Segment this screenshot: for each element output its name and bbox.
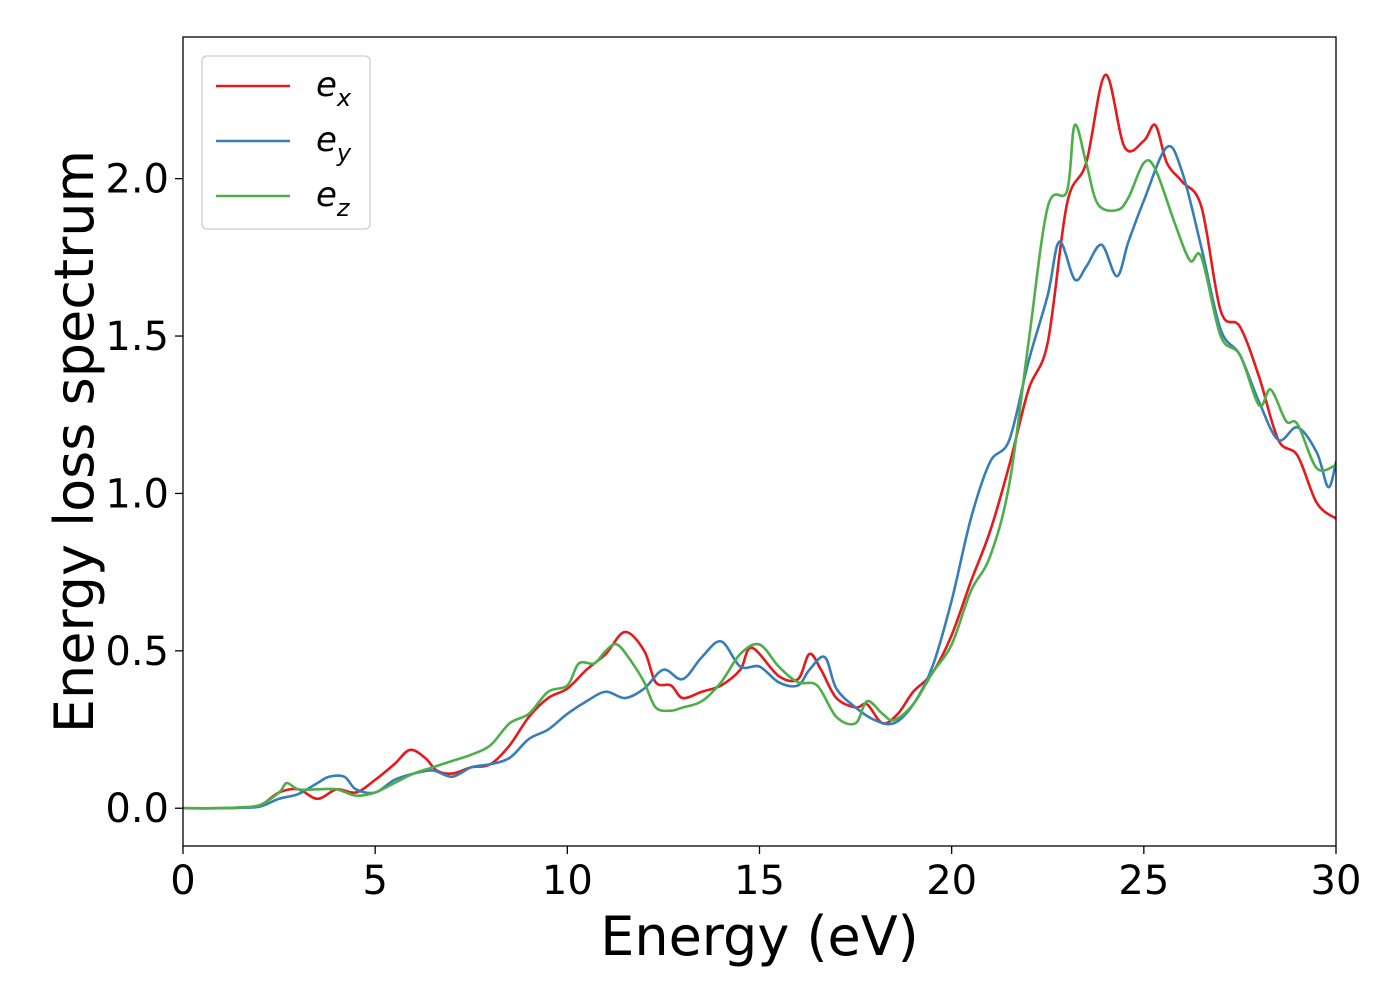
legend: ex ey ez [201, 55, 371, 230]
x-tick-label: 10 [542, 858, 593, 904]
y-tick-label: 0.5 [105, 629, 169, 675]
x-tick-label: 25 [1118, 858, 1169, 904]
y-axis: 0.0 0.5 1.0 1.5 2.0 [105, 157, 183, 832]
y-tick-label: 1.0 [105, 471, 169, 517]
legend-box [201, 55, 371, 230]
y-tick-label: 2.0 [105, 157, 169, 203]
x-tick-label: 5 [362, 858, 387, 904]
x-tick-label: 20 [926, 858, 977, 904]
y-tick-label: 0.0 [105, 786, 169, 832]
series-layer [183, 73, 1336, 810]
x-axis-title: Energy (eV) [600, 905, 919, 968]
series-line-y [183, 144, 1336, 810]
series-line-z [183, 123, 1336, 810]
x-tick-label: 30 [1311, 858, 1362, 904]
legend-label-x: ex [316, 65, 352, 112]
x-tick-label: 15 [734, 858, 785, 904]
x-tick-label: 0 [170, 858, 195, 904]
y-axis-title: Energy loss spectrum [43, 150, 106, 733]
legend-label-z: ez [316, 175, 351, 222]
x-axis: 0 5 10 15 20 25 30 [170, 846, 1361, 904]
y-tick-label: 1.5 [105, 314, 169, 360]
legend-label-y: ey [316, 120, 352, 167]
